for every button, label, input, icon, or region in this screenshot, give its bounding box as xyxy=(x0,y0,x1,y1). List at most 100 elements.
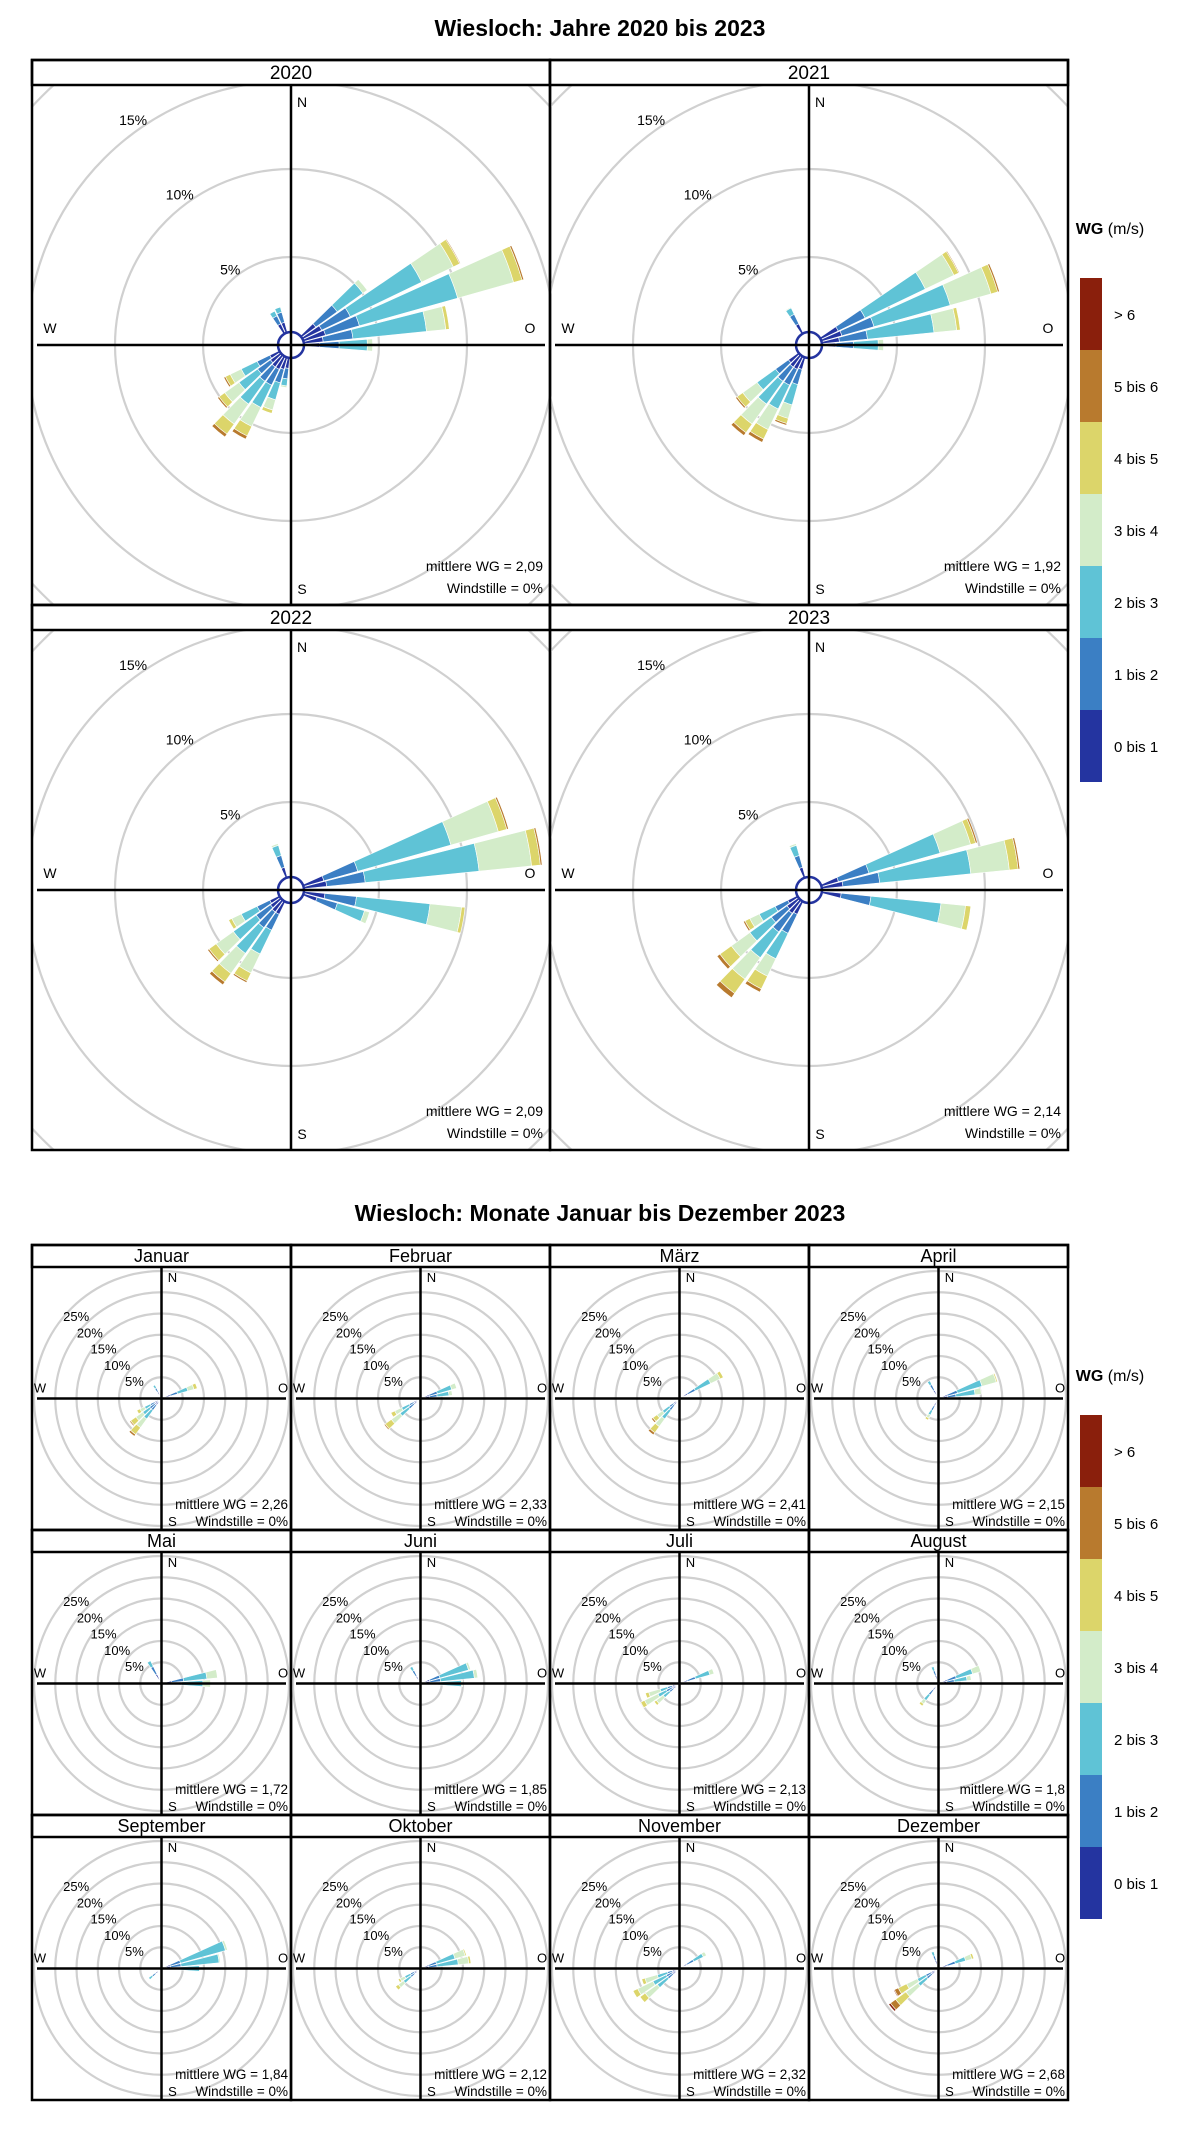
compass-n: N xyxy=(297,94,307,110)
wind-bar xyxy=(970,1665,982,1675)
legend: WG (m/s) 0 bis 1 1 bis 2 2 bis 3 3 bis 4 4 bi… xyxy=(1076,1368,1158,1919)
wind-bar xyxy=(274,306,283,315)
legend-swatch xyxy=(1080,638,1102,710)
panel-frame xyxy=(807,1813,1070,2102)
ring-label: 10% xyxy=(104,1928,130,1943)
wind-bar xyxy=(169,1391,179,1397)
ring-label: 15% xyxy=(608,1342,634,1357)
mean-speed-label: mittlere WG = 2,12 xyxy=(434,2067,547,2082)
wind-bar xyxy=(280,384,288,389)
wind-bar xyxy=(969,1952,975,1960)
compass-e: O xyxy=(1055,1666,1065,1681)
wind-bar xyxy=(280,377,288,387)
ring-label: 5% xyxy=(125,1659,144,1674)
wind-bar xyxy=(129,1420,135,1427)
compass-s: S xyxy=(686,1514,695,1529)
legend-bin-label: > 6 xyxy=(1114,1444,1135,1461)
calm-label: Windstille = 0% xyxy=(195,1514,288,1529)
ring-label: 15% xyxy=(90,1342,116,1357)
compass-e: O xyxy=(796,1666,806,1681)
wind-bar xyxy=(973,1387,982,1396)
calm-label: Windstille = 0% xyxy=(454,1799,547,1814)
compass-n: N xyxy=(815,639,825,655)
mean-speed-label: mittlere WG = 2,15 xyxy=(952,1497,1065,1512)
compass-w: W xyxy=(811,1951,824,1966)
calm-label: Windstille = 0% xyxy=(965,580,1061,596)
wind-bar xyxy=(685,1959,695,1966)
wind-bar xyxy=(211,423,228,438)
legend-swatch xyxy=(1080,1559,1102,1631)
compass-e: O xyxy=(1055,1381,1065,1396)
ring-label: 15% xyxy=(349,1627,375,1642)
wind-bar xyxy=(932,1670,937,1677)
wind-bar xyxy=(509,245,525,281)
wind-bar xyxy=(937,902,966,930)
calm-label: Windstille = 0% xyxy=(713,1514,806,1529)
wind-bar xyxy=(456,906,466,934)
wind-bar xyxy=(987,263,1000,293)
compass-w: W xyxy=(34,1951,47,1966)
wind-bar xyxy=(653,1699,660,1706)
wind-bar xyxy=(932,1389,938,1396)
compass-w: W xyxy=(811,1666,824,1681)
panel-label: August xyxy=(910,1531,966,1551)
ring-label: 20% xyxy=(854,1325,880,1340)
legend-swatch xyxy=(1080,1847,1102,1919)
wind-bar xyxy=(926,1380,933,1387)
wind-bar xyxy=(223,376,232,388)
ring-label: 25% xyxy=(322,1879,348,1894)
compass-n: N xyxy=(168,1840,177,1855)
ring-label: 5% xyxy=(643,1659,662,1674)
compass-w: W xyxy=(552,1951,565,1966)
ring-label: 15% xyxy=(349,1912,375,1927)
wind-bar xyxy=(409,1666,415,1672)
ring-label: 10% xyxy=(166,187,194,203)
panel-label: September xyxy=(117,1816,205,1836)
compass-w: W xyxy=(43,865,57,881)
wind-bar xyxy=(774,419,788,426)
calm-label: Windstille = 0% xyxy=(972,1799,1065,1814)
ring-label: 5% xyxy=(384,1374,403,1389)
ring-label: 5% xyxy=(384,1659,403,1674)
wind-bar xyxy=(682,1392,689,1398)
compass-n: N xyxy=(168,1270,177,1285)
wind-bar xyxy=(742,920,751,932)
wind-bar xyxy=(644,1691,651,1699)
calm-label: Windstille = 0% xyxy=(195,2084,288,2099)
compass-s: S xyxy=(945,2084,954,2099)
legend-swatch xyxy=(1080,278,1102,350)
wind-bar xyxy=(647,1428,656,1436)
wind-bar xyxy=(441,305,450,330)
compass-n: N xyxy=(945,1270,954,1285)
legend-swatch xyxy=(1080,494,1102,566)
ring-label: 25% xyxy=(63,1309,89,1324)
legend-title: WG (m/s) xyxy=(1076,1368,1144,1385)
wind-bar xyxy=(946,1960,956,1967)
wind-bar xyxy=(640,1699,648,1709)
ring-label: 25% xyxy=(322,1309,348,1324)
compass-e: O xyxy=(537,1666,547,1681)
ring-label: 15% xyxy=(119,657,147,673)
ring-label: 5% xyxy=(738,806,758,822)
wind-bar xyxy=(395,1984,402,1991)
compass-e: O xyxy=(525,320,536,336)
legend-bin-label: 1 bis 2 xyxy=(1114,667,1158,684)
ring-label: 5% xyxy=(902,1374,921,1389)
wind-bar xyxy=(217,1953,221,1964)
wind-bar xyxy=(390,1410,398,1418)
mean-speed-label: mittlere WG = 2,68 xyxy=(952,2067,1065,2082)
compass-s: S xyxy=(815,581,824,597)
compass-n: N xyxy=(686,1840,695,1855)
wind-bar xyxy=(924,1416,930,1421)
ring-label: 20% xyxy=(77,1325,103,1340)
ring-label: 5% xyxy=(902,1944,921,1959)
mean-speed-label: mittlere WG = 2,14 xyxy=(944,1103,1061,1119)
compass-s: S xyxy=(945,1799,954,1814)
panel-label: Dezember xyxy=(897,1816,980,1836)
wind-bar xyxy=(473,829,532,872)
ring-label: 10% xyxy=(363,1643,389,1658)
wind-bar xyxy=(261,406,274,414)
